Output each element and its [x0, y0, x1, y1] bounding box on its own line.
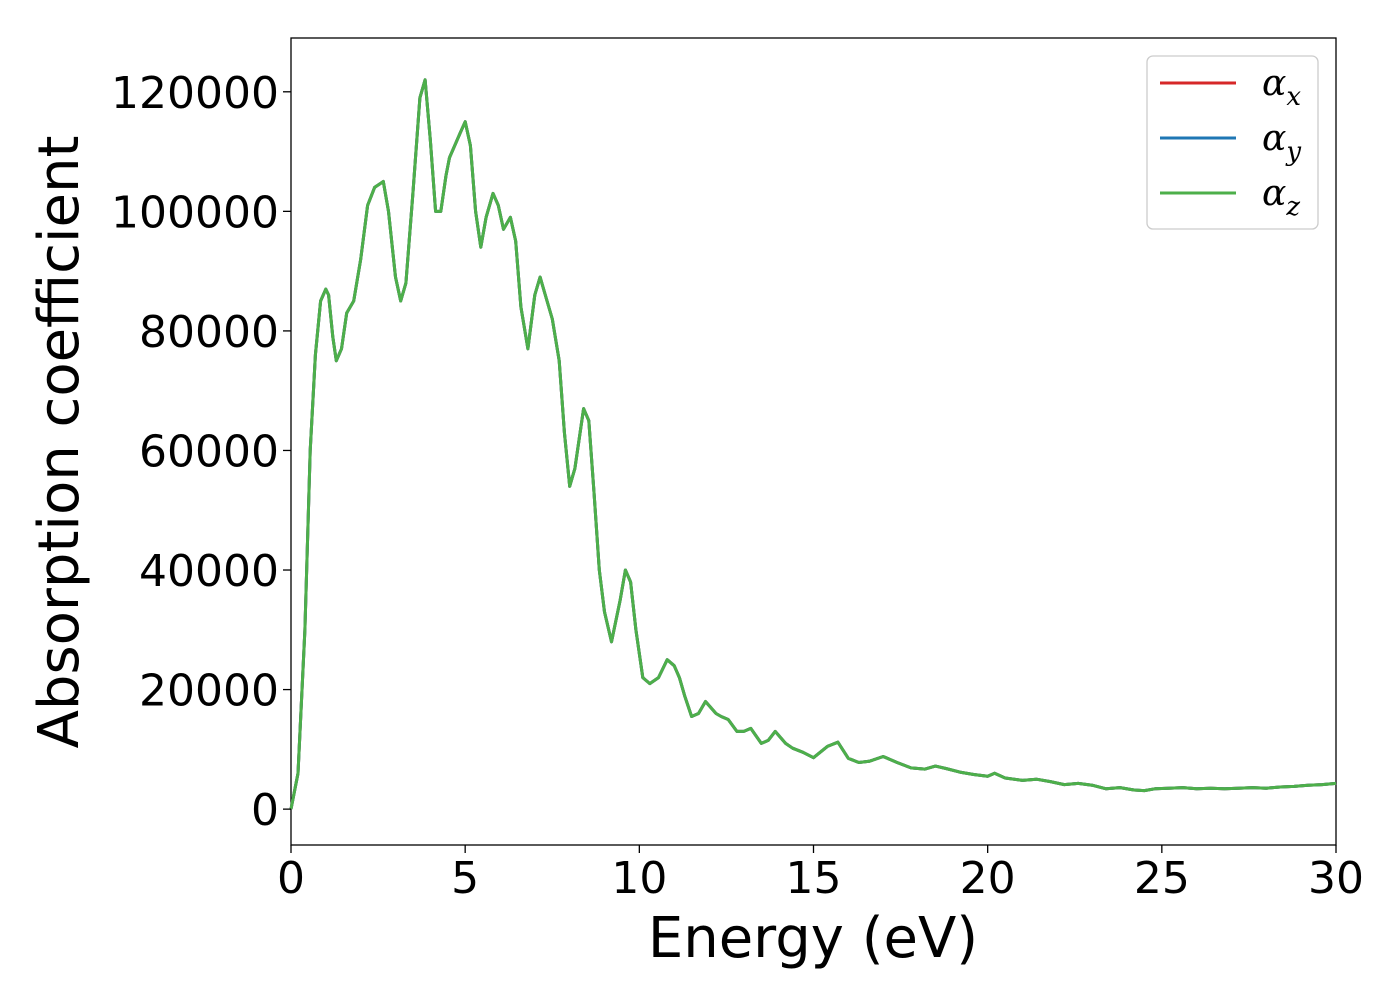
- x-tick-label: 30: [1308, 853, 1364, 904]
- y-tick-label: 20000: [139, 666, 279, 717]
- x-axis-ticks: 0 5 10 15 20 25 30: [277, 845, 1364, 904]
- y-tick-label: 0: [251, 785, 279, 836]
- y-axis-ticks: 0 20000 40000 60000 80000 100000 120000: [111, 68, 291, 836]
- x-tick-label: 5: [451, 853, 479, 904]
- y-tick-label: 40000: [139, 546, 279, 597]
- legend-label-alpha-z: αz: [1262, 173, 1300, 222]
- x-tick-label: 15: [786, 853, 842, 904]
- y-tick-label: 100000: [111, 187, 279, 238]
- y-tick-label: 60000: [139, 426, 279, 477]
- x-axis-label: Energy (eV): [648, 906, 978, 971]
- x-tick-label: 0: [277, 853, 305, 904]
- x-tick-label: 20: [960, 853, 1016, 904]
- legend-box: [1146, 55, 1319, 230]
- y-tick-label: 120000: [111, 68, 279, 119]
- x-tick-label: 25: [1134, 853, 1190, 904]
- series-line-alpha-z: [289, 78, 1337, 810]
- y-tick-label: 80000: [139, 307, 279, 358]
- x-tick-label: 10: [611, 853, 667, 904]
- y-axis-label: Absorption coefficient: [27, 136, 92, 749]
